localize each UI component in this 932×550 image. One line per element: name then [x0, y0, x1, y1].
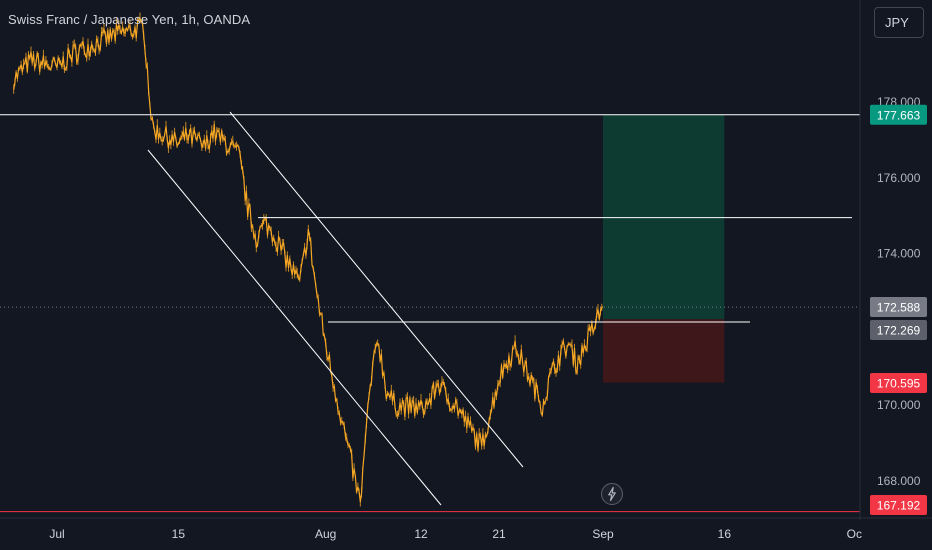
y-tick-label: 168.000: [877, 474, 921, 488]
stop-zone: [603, 319, 725, 383]
currency-button[interactable]: JPY: [874, 7, 924, 38]
x-tick-label: 15: [172, 527, 186, 541]
lightning-icon[interactable]: [601, 483, 623, 505]
price-line: [13, 17, 604, 503]
x-tick-label: 16: [718, 527, 732, 541]
target-zone: [603, 114, 725, 320]
channel-upper-line: [229, 111, 524, 468]
current_price-badge: [870, 297, 927, 317]
y-tick-label: 170.000: [877, 398, 921, 412]
x-tick-label: Jul: [49, 527, 64, 541]
price-badges: 177.663 172.588 172.269 170.595 167.192: [870, 104, 927, 515]
x-tick-label: Aug: [315, 527, 336, 541]
time-axis[interactable]: Jul 15 Aug 12 21 Sep 16 Oc: [0, 517, 932, 541]
x-tick-label: 12: [414, 527, 428, 541]
bottom-badge-label: 167.192: [877, 499, 921, 513]
lightning-glyph: [608, 486, 616, 502]
target-badge: [870, 104, 927, 125]
chart-title: Swiss Franc / Japanese Yen, 1h, OANDA: [8, 12, 251, 27]
position-zones: [603, 114, 725, 383]
entry-badge: [870, 320, 927, 340]
x-tick-label: Sep: [592, 527, 614, 541]
drawing-lines: [0, 111, 860, 513]
candle-wicks: [13, 12, 603, 507]
y-tick-label: 176.000: [877, 171, 921, 185]
stop-badge-label: 170.595: [877, 377, 921, 391]
x-tick-label: Oc: [847, 527, 862, 541]
price-axis[interactable]: 178.000176.000174.000172.000170.000168.0…: [859, 0, 921, 520]
x-tick-label: 21: [492, 527, 506, 541]
channel-lower-line: [147, 149, 442, 506]
price-series: [13, 12, 604, 507]
current_price-badge-label: 172.588: [877, 301, 921, 315]
stop-badge: [870, 373, 927, 393]
entry-badge-label: 172.269: [877, 324, 921, 338]
bottom-badge: [870, 495, 927, 515]
target-badge-label: 177.663: [877, 108, 921, 122]
y-tick-label: 174.000: [877, 247, 921, 261]
